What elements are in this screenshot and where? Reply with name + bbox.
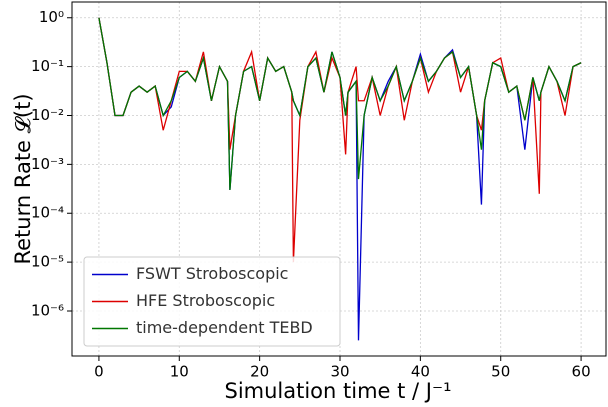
x-tick-label: 10: [170, 363, 189, 381]
legend-box: [83, 256, 341, 347]
legend-label: HFE Stroboscopic: [136, 291, 275, 310]
x-tick-label: 30: [330, 363, 349, 381]
x-tick-label: 60: [572, 363, 591, 381]
x-tick-label: 20: [250, 363, 269, 381]
y-tick-label: 10⁻¹: [31, 57, 64, 75]
x-tick-label: 40: [411, 363, 430, 381]
x-tick-label: 50: [491, 363, 510, 381]
x-axis-label: Simulation time t / J⁻¹: [224, 379, 451, 403]
y-tick-label: 10⁻³: [31, 155, 64, 173]
legend-label: time-dependent TEBD: [136, 318, 313, 337]
y-tick-label: 10⁰: [39, 8, 64, 26]
y-tick-label: 10⁻²: [31, 106, 64, 124]
y-tick-label: 10⁻⁶: [31, 301, 64, 319]
series-line: [98, 17, 582, 190]
y-tick-label: 10⁻⁵: [31, 253, 64, 271]
x-tick-label: 0: [94, 363, 104, 381]
plot-frame: [71, 1, 607, 357]
y-axis-label: Return Rate 𝓛(t): [11, 93, 35, 264]
legend-label: FSWT Stroboscopic: [136, 264, 288, 283]
y-tick-label: 10⁻⁴: [31, 204, 64, 222]
